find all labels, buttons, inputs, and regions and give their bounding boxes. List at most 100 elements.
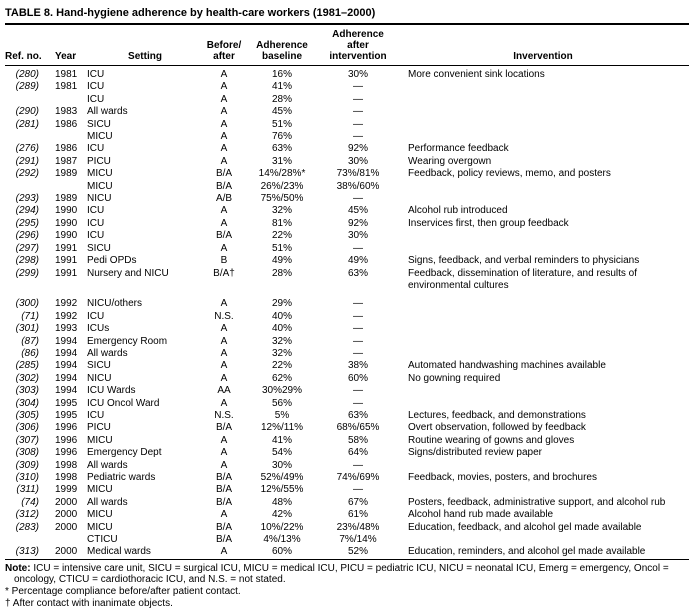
cell-before_after: A	[220, 298, 228, 310]
cell-baseline: 14%/28%*	[258, 168, 306, 180]
cell-ref: (299)	[15, 267, 39, 279]
cell-intervention: Education, reminders, and alcohol gel ma…	[408, 546, 646, 558]
cell-ref	[5, 181, 47, 193]
cell-setting: PICU	[87, 155, 111, 167]
cell-year: 2000	[55, 546, 78, 558]
table-row: (74) 2000 All wards B/A 48% 67% Posters, feedb…	[5, 497, 689, 509]
table-title: TABLE 8. Hand-hygiene adherence by healt…	[5, 7, 689, 25]
cell-baseline: 45%	[271, 106, 292, 118]
cell-year: 1994	[55, 335, 78, 347]
cell-year: 1991	[55, 255, 78, 267]
cell-intervention: Inservices first, then group feedback	[408, 217, 569, 229]
cell-year: 1994	[55, 360, 78, 372]
table-row: (291) 1987 PICU A 31% 30% Wearing overgown	[5, 156, 689, 168]
cell-before_after: B/A	[215, 534, 233, 546]
cell-intervention	[397, 336, 689, 348]
cell-intervention: Signs/distributed review paper	[408, 447, 542, 459]
cell-baseline: 29%	[271, 298, 292, 310]
cell-year: 1981	[55, 69, 78, 80]
table-row: (298) 1991 Pedi OPDs B 49% 49% Signs, feedback…	[5, 255, 689, 267]
dagger-footnote: † After contact with inanimate objects.	[5, 597, 173, 609]
cell-intervention	[397, 94, 689, 106]
cell-baseline: 22%	[271, 230, 292, 242]
cell-intervention: Feedback, movies, posters, and brochures	[408, 472, 597, 483]
cell-ref: (291)	[15, 155, 39, 167]
cell-before_after: B/A	[215, 180, 233, 192]
cell-after: 23%/48%	[336, 521, 380, 533]
cell-before_after: A	[220, 360, 228, 372]
cell-intervention: More convenient sink locations	[408, 69, 545, 80]
cell-baseline: 12%/11%	[260, 422, 304, 434]
cell-setting: ICUs	[87, 323, 110, 335]
cell-setting: ICU	[87, 310, 105, 322]
cell-before_after: A	[220, 131, 228, 143]
cell-after: —	[353, 298, 363, 310]
cell-baseline: 28%	[271, 267, 292, 279]
cell-baseline: 60%	[271, 546, 292, 558]
cell-after: 38%/60%	[336, 180, 380, 192]
table-row: CTICU B/A 4%/13% 7%/14%	[5, 534, 689, 546]
cell-after: 61%	[347, 509, 368, 521]
cell-year: 1994	[55, 347, 78, 359]
cell-after: —	[353, 335, 363, 347]
cell-setting: SICU	[87, 242, 111, 254]
cell-year: 1996	[55, 422, 78, 434]
cell-baseline: 5%	[274, 409, 290, 421]
asterisk-footnote: * Percentage compliance before/after pat…	[5, 586, 241, 598]
cell-intervention	[397, 230, 689, 242]
cell-intervention: Routine wearing of gowns and gloves	[408, 434, 575, 446]
cell-year	[47, 131, 87, 143]
cell-setting: ICU	[87, 230, 105, 242]
cell-year: 1996	[55, 434, 78, 446]
data-table: Ref. no. Year Setting Before/ after Adherenc…	[5, 25, 689, 560]
cell-baseline: 41%	[271, 434, 292, 446]
cell-baseline: 40%	[271, 310, 292, 322]
table-row: (303) 1994 ICU Wards AA 30%29% —	[5, 385, 689, 397]
cell-before_after: A	[220, 434, 228, 446]
cell-setting: MICU	[87, 521, 113, 533]
cell-baseline: 54%	[271, 447, 292, 459]
cell-setting: NICU/others	[87, 298, 143, 310]
cell-setting: ICU Oncol Ward	[87, 397, 160, 409]
cell-year: 1987	[55, 155, 78, 167]
cell-ref: (305)	[15, 409, 39, 421]
cell-setting: MICU	[87, 509, 113, 521]
cell-before_after: A	[220, 205, 228, 217]
cell-ref: (280)	[15, 69, 39, 80]
cell-before_after: B	[220, 255, 228, 267]
cell-after: 30%	[347, 155, 368, 167]
cell-year	[47, 181, 87, 193]
cell-before_after: A	[220, 242, 228, 254]
cell-before_after: A	[220, 143, 228, 155]
table-row: (299) 1991 Nursery and NICU B/A† 28% 63% Feedb…	[5, 268, 689, 299]
cell-setting: PICU	[87, 422, 111, 434]
cell-before_after: A	[220, 335, 228, 347]
cell-before_after: B/A	[215, 230, 233, 242]
cell-setting: NICU	[87, 193, 112, 205]
cell-setting: MICU	[87, 484, 113, 496]
cell-before_after: A	[220, 372, 228, 384]
cell-before_after: A	[220, 397, 228, 409]
cell-year: 1991	[55, 242, 78, 254]
table-row: (307) 1996 MICU A 41% 58% Routine wearing of g…	[5, 435, 689, 447]
cell-intervention	[397, 460, 689, 472]
cell-before_after: A	[220, 509, 228, 521]
cell-setting: ICU	[87, 81, 105, 93]
cell-after: —	[353, 118, 363, 130]
cell-before_after: A	[220, 106, 228, 118]
cell-baseline: 56%	[271, 397, 292, 409]
cell-intervention	[397, 81, 689, 93]
cell-before_after: A	[220, 459, 228, 471]
cell-after: 73%/81%	[336, 168, 380, 180]
cell-after: —	[353, 323, 363, 335]
cell-before_after: A	[220, 347, 228, 359]
cell-year: 1996	[55, 447, 78, 459]
cell-before_after: B/A	[215, 521, 233, 533]
cell-ref: (307)	[15, 434, 39, 446]
cell-intervention	[397, 193, 689, 205]
cell-baseline: 62%	[271, 372, 292, 384]
cell-ref: (313)	[15, 546, 39, 558]
cell-setting: MICU	[87, 131, 113, 143]
cell-setting: ICU	[87, 409, 105, 421]
